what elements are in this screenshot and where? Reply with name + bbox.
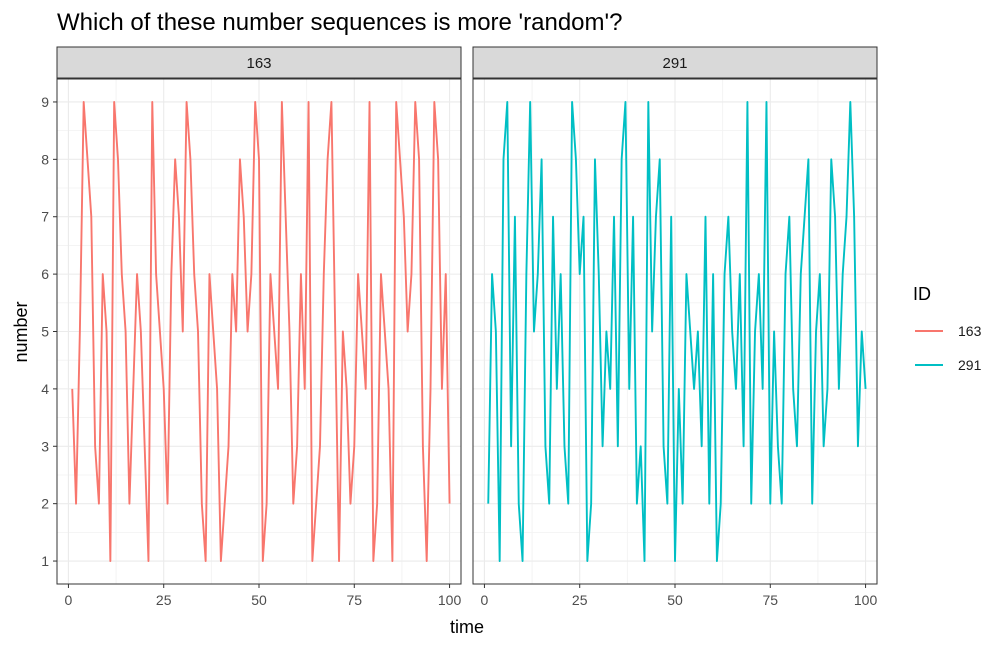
x-tick-label: 50 xyxy=(667,592,683,608)
y-tick-label: 2 xyxy=(41,496,49,512)
y-axis-title: number xyxy=(11,301,31,362)
y-tick-label: 6 xyxy=(41,266,49,282)
y-tick-label: 5 xyxy=(41,324,49,340)
x-tick-label: 0 xyxy=(481,592,489,608)
facet-panel-163: 163 0 25 50 75 100 1 2 3 4 5 6 7 8 9 xyxy=(41,46,462,608)
facet-strip xyxy=(472,46,878,79)
chart-title: Which of these number sequences is more … xyxy=(57,9,622,36)
x-tick-label: 0 xyxy=(65,592,73,608)
y-tick-label: 3 xyxy=(41,438,49,454)
facet-panel-291: 291 0 25 50 75 100 xyxy=(472,46,878,608)
x-axis-title: time xyxy=(450,617,484,637)
x-tick-label: 50 xyxy=(251,592,267,608)
x-tick-label: 100 xyxy=(438,592,462,608)
y-tick-label: 8 xyxy=(41,151,49,167)
legend-title: ID xyxy=(913,284,931,304)
x-tick-label: 25 xyxy=(572,592,588,608)
y-tick-label: 7 xyxy=(41,209,49,225)
y-tick-label: 1 xyxy=(41,553,49,569)
legend: ID 163 291 xyxy=(913,284,982,373)
y-tick-label: 4 xyxy=(41,381,49,397)
x-tick-label: 75 xyxy=(762,592,778,608)
series-line-163 xyxy=(71,100,451,562)
facet-strip-label: 163 xyxy=(246,55,271,72)
facet-strip-label: 291 xyxy=(662,55,687,72)
x-tick-label: 100 xyxy=(854,592,878,608)
series-line-291 xyxy=(487,100,867,562)
facet-panels: 163 0 25 50 75 100 1 2 3 4 5 6 7 8 9 291 0 25 50 75 100 xyxy=(41,46,878,608)
legend-label-291: 291 xyxy=(958,357,982,373)
x-tick-label: 25 xyxy=(156,592,172,608)
x-tick-label: 75 xyxy=(346,592,362,608)
facet-strip xyxy=(56,46,462,79)
legend-label-163: 163 xyxy=(958,323,982,339)
y-tick-label: 9 xyxy=(41,94,49,110)
